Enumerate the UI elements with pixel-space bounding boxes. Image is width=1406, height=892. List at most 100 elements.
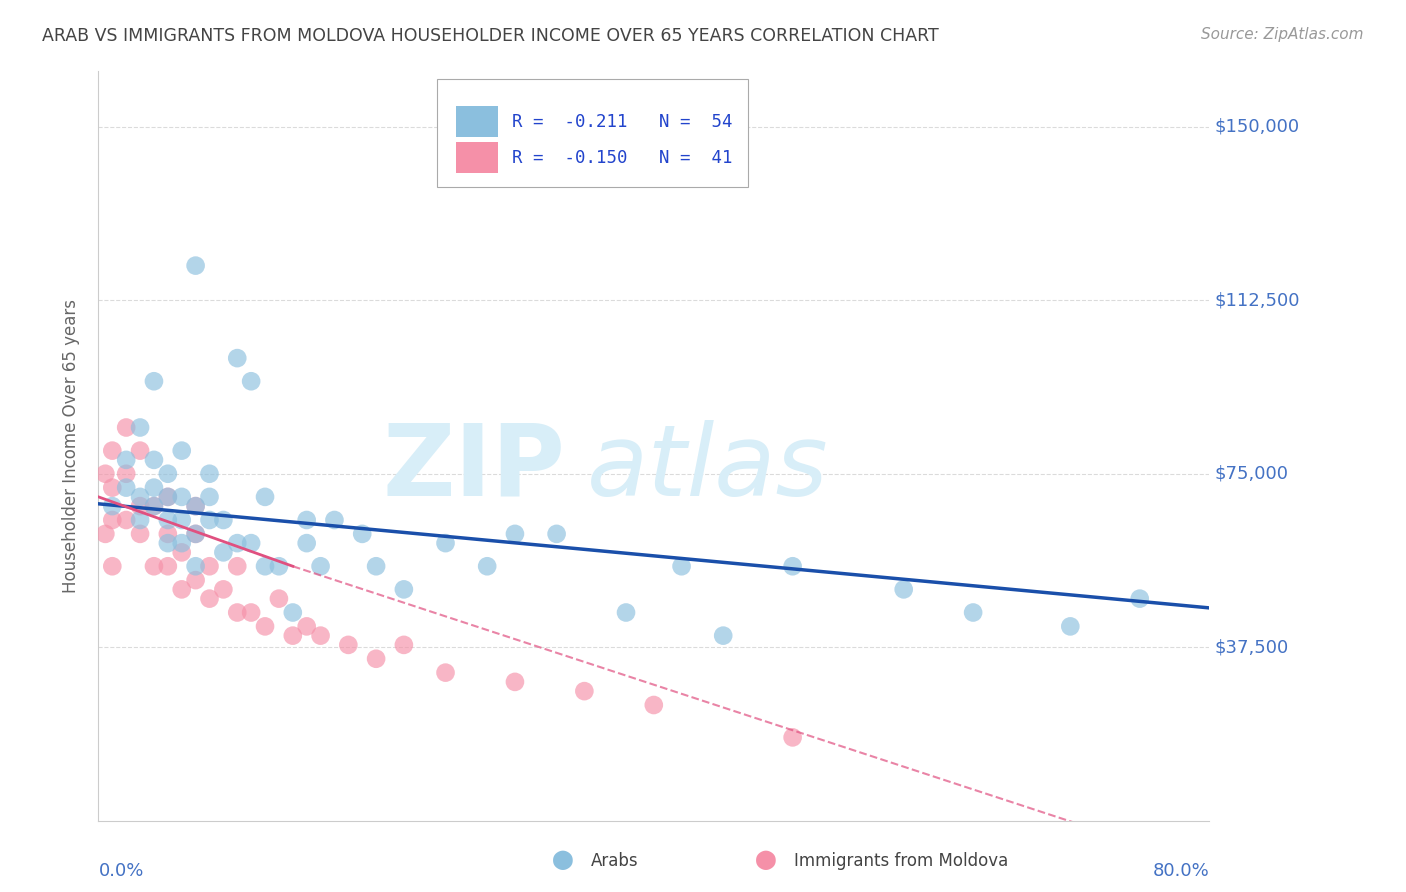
Point	[782, 559, 804, 574]
Point	[143, 499, 166, 513]
Point	[184, 527, 207, 541]
Point	[212, 582, 235, 597]
Point	[94, 527, 117, 541]
Point	[392, 638, 415, 652]
Point	[295, 619, 318, 633]
Point	[170, 443, 193, 458]
Point	[156, 559, 179, 574]
Point	[115, 513, 138, 527]
Point	[170, 536, 193, 550]
Point	[434, 536, 457, 550]
Point	[711, 629, 734, 643]
Point	[170, 545, 193, 559]
Point	[170, 582, 193, 597]
Text: $150,000: $150,000	[1215, 118, 1299, 136]
Point	[366, 652, 388, 666]
Point	[352, 527, 374, 541]
Point	[643, 698, 665, 712]
Point	[295, 536, 318, 550]
Point	[198, 467, 221, 481]
Point	[614, 606, 637, 620]
Y-axis label: Householder Income Over 65 years: Householder Income Over 65 years	[62, 299, 80, 593]
Point	[198, 559, 221, 574]
Point	[143, 499, 166, 513]
Point	[240, 606, 263, 620]
Point	[226, 536, 249, 550]
Point	[366, 559, 388, 574]
Text: ARAB VS IMMIGRANTS FROM MOLDOVA HOUSEHOLDER INCOME OVER 65 YEARS CORRELATION CHA: ARAB VS IMMIGRANTS FROM MOLDOVA HOUSEHOL…	[42, 27, 939, 45]
Point	[503, 674, 526, 689]
Point	[184, 527, 207, 541]
Point	[184, 559, 207, 574]
Point	[143, 481, 166, 495]
FancyBboxPatch shape	[437, 78, 748, 187]
Point	[129, 513, 152, 527]
Point	[323, 513, 346, 527]
Text: Source: ZipAtlas.com: Source: ZipAtlas.com	[1201, 27, 1364, 42]
Point	[129, 420, 152, 434]
Point	[267, 559, 290, 574]
Point	[281, 606, 304, 620]
Point	[170, 513, 193, 527]
Text: $37,500: $37,500	[1215, 638, 1289, 657]
Point	[101, 499, 124, 513]
Point	[101, 513, 124, 527]
Point	[184, 573, 207, 587]
Point	[170, 490, 193, 504]
Point	[156, 490, 179, 504]
Point	[309, 629, 332, 643]
Point	[240, 374, 263, 388]
Point	[156, 536, 179, 550]
Point	[156, 513, 179, 527]
Point	[184, 499, 207, 513]
Point	[281, 629, 304, 643]
Text: atlas: atlas	[588, 420, 828, 517]
Point	[143, 453, 166, 467]
Point	[129, 527, 152, 541]
Point	[143, 374, 166, 388]
Point	[115, 467, 138, 481]
Point	[184, 499, 207, 513]
Point	[253, 490, 276, 504]
Point	[574, 684, 596, 698]
Point	[94, 467, 117, 481]
Point	[240, 536, 263, 550]
Point	[226, 559, 249, 574]
Text: ZIP: ZIP	[382, 420, 565, 517]
Point	[101, 443, 124, 458]
Point	[129, 443, 152, 458]
Point	[212, 545, 235, 559]
Point	[156, 467, 179, 481]
Text: Immigrants from Moldova: Immigrants from Moldova	[794, 852, 1008, 870]
Point	[671, 559, 693, 574]
Text: R =  -0.150   N =  41: R = -0.150 N = 41	[512, 149, 733, 167]
Point	[782, 731, 804, 745]
Point	[309, 559, 332, 574]
Point	[115, 481, 138, 495]
Point	[212, 513, 235, 527]
Text: $75,000: $75,000	[1215, 465, 1289, 483]
Point	[101, 481, 124, 495]
Point	[156, 490, 179, 504]
Point	[198, 591, 221, 606]
Text: ⬤: ⬤	[551, 850, 574, 870]
Point	[115, 453, 138, 467]
Point	[129, 490, 152, 504]
Point	[1059, 619, 1081, 633]
Point	[184, 259, 207, 273]
Point	[198, 513, 221, 527]
Point	[253, 559, 276, 574]
Text: ⬤: ⬤	[755, 850, 778, 870]
Point	[392, 582, 415, 597]
Point	[295, 513, 318, 527]
Point	[962, 606, 984, 620]
Point	[253, 619, 276, 633]
Point	[434, 665, 457, 680]
Text: 0.0%: 0.0%	[98, 862, 143, 880]
Point	[101, 559, 124, 574]
Point	[1129, 591, 1152, 606]
Point	[115, 420, 138, 434]
Point	[337, 638, 360, 652]
Point	[546, 527, 568, 541]
Text: 80.0%: 80.0%	[1153, 862, 1209, 880]
